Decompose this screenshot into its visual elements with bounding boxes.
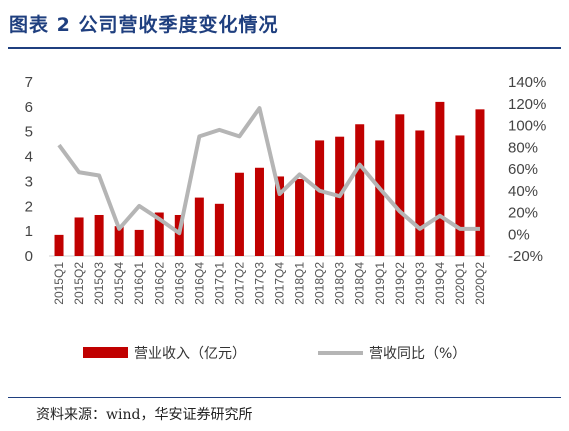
- x-tick-label: 2018Q4: [353, 262, 367, 305]
- left-tick-label: 5: [25, 124, 33, 141]
- right-tick-label: 40%: [508, 183, 538, 200]
- bar: [435, 101, 445, 256]
- chart-title: 图表 2 公司营收季度变化情况: [9, 14, 279, 36]
- right-tick-label: 60%: [508, 161, 538, 178]
- footer-divider: [8, 397, 561, 398]
- legend-bar-label: 营业收入（亿元）: [134, 346, 246, 362]
- x-tick-label: 2018Q3: [333, 262, 347, 305]
- line-series: [57, 106, 480, 236]
- bar: [295, 178, 305, 256]
- right-tick-label: 140%: [508, 74, 546, 91]
- right-tick-label: 80%: [508, 139, 538, 156]
- bar: [234, 172, 244, 256]
- legend-line-label: 营收同比（%）: [369, 346, 466, 362]
- left-tick-label: 4: [25, 149, 33, 166]
- bar: [415, 130, 425, 256]
- bar: [214, 203, 224, 256]
- x-tick-label: 2018Q1: [293, 262, 307, 305]
- x-tick-label: 2017Q3: [252, 262, 266, 305]
- x-tick-label: 2016Q4: [192, 262, 206, 305]
- bar: [74, 217, 84, 256]
- left-tick-label: 6: [25, 99, 33, 116]
- left-tick-label: 1: [25, 223, 33, 240]
- x-tick-label: 2019Q1: [373, 262, 387, 305]
- bar-series: [54, 101, 485, 256]
- bar: [194, 197, 204, 256]
- bar: [275, 176, 285, 256]
- x-tick-label: 2015Q1: [52, 262, 66, 305]
- bar: [174, 214, 184, 256]
- bar: [94, 214, 104, 256]
- bar: [375, 140, 385, 256]
- x-tick-label: 2015Q2: [72, 262, 86, 305]
- left-tick-label: 3: [25, 173, 33, 190]
- series-line: [57, 106, 480, 236]
- x-tick-label: 2017Q4: [273, 262, 287, 305]
- right-axis: -20% 0% 20% 40% 60% 80% 100% 120% 140%: [508, 74, 546, 265]
- right-tick-label: 0%: [508, 226, 530, 243]
- legend-bar-swatch: [83, 347, 128, 358]
- right-tick-label: 100%: [508, 118, 546, 135]
- left-tick-label: 0: [25, 248, 33, 265]
- bar: [54, 234, 64, 256]
- x-tick-label: 2020Q1: [453, 262, 467, 305]
- x-tick-label: 2017Q1: [212, 262, 226, 305]
- bar: [114, 226, 124, 256]
- bar: [315, 140, 325, 256]
- title-divider: [8, 47, 561, 49]
- x-tick-label: 2018Q2: [313, 262, 327, 305]
- x-tick-label: 2016Q2: [152, 262, 166, 305]
- right-tick-label: 120%: [508, 96, 546, 113]
- left-tick-label: 2: [25, 198, 33, 215]
- x-tick-label: 2016Q1: [132, 262, 146, 305]
- right-tick-label: 20%: [508, 205, 538, 222]
- bar: [134, 229, 144, 256]
- x-tick-label: 2015Q4: [112, 262, 126, 305]
- x-tick-label: 2015Q3: [92, 262, 106, 305]
- x-tick-label: 2020Q2: [473, 262, 487, 305]
- right-tick-label: -20%: [508, 248, 543, 265]
- bar: [455, 135, 465, 256]
- legend: 营业收入（亿元） 营收同比（%）: [83, 346, 466, 362]
- x-tick-label: 2019Q3: [413, 262, 427, 305]
- x-tick-label: 2017Q2: [232, 262, 246, 305]
- bar: [154, 212, 164, 256]
- x-axis-ticks: 2015Q1 2015Q2 2015Q3 2015Q4 2016Q1 2016Q2 2016…: [52, 262, 487, 305]
- bar: [355, 124, 365, 256]
- x-tick-label: 2019Q2: [393, 262, 407, 305]
- bar: [475, 109, 485, 256]
- left-axis: 0 1 2 3 4 5 6 7: [25, 74, 33, 265]
- left-tick-label: 7: [25, 74, 33, 91]
- x-tick-label: 2019Q4: [433, 262, 447, 305]
- source-note: 资料来源：wind，华安证券研究所: [36, 407, 253, 423]
- bar: [395, 114, 405, 256]
- bar: [254, 167, 264, 256]
- x-tick-label: 2016Q3: [172, 262, 186, 305]
